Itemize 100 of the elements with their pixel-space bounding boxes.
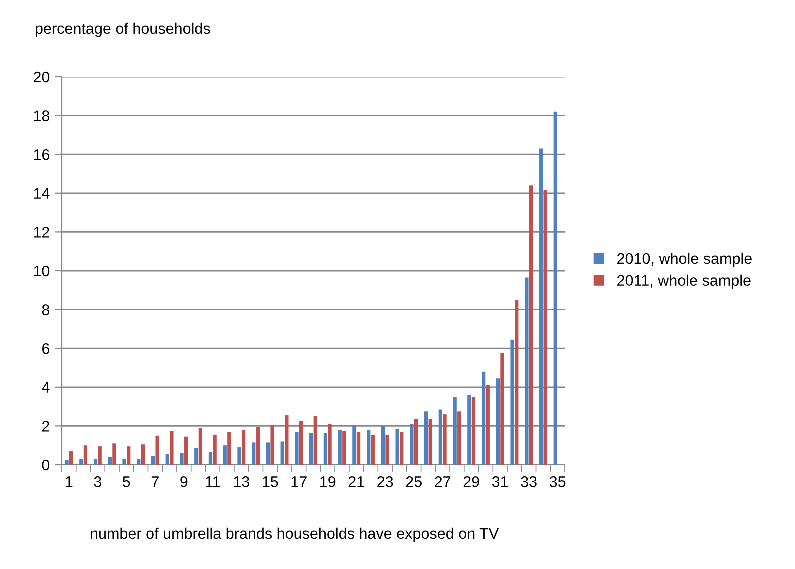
bar — [324, 432, 328, 465]
bar — [94, 459, 98, 465]
bar — [266, 442, 270, 465]
x-tick-label: 5 — [123, 476, 130, 488]
y-tick-label: 4 — [42, 382, 50, 393]
bar — [544, 190, 548, 465]
bar — [510, 340, 514, 465]
x-tick-label: 7 — [152, 476, 159, 488]
x-tick-label: 35 — [550, 476, 566, 488]
bar — [554, 112, 558, 465]
x-tick-label: 27 — [435, 476, 451, 488]
bar — [367, 430, 371, 465]
y-axis-title: percentage of households — [36, 22, 210, 38]
bar — [137, 459, 141, 465]
y-tick-label: 0 — [42, 460, 50, 471]
bar — [242, 430, 246, 465]
legend-label: 2011, whole sample — [618, 274, 751, 290]
bar — [151, 456, 156, 465]
x-tick-label: 17 — [292, 476, 307, 488]
y-tick-label: 14 — [34, 188, 50, 199]
bar — [228, 432, 232, 465]
bar — [443, 414, 447, 465]
x-tick-label: 9 — [180, 476, 188, 488]
y-tick-label: 12 — [34, 227, 50, 238]
bar — [108, 457, 112, 465]
x-tick-label: 31 — [492, 476, 508, 488]
bar — [122, 459, 126, 465]
bar — [70, 451, 74, 465]
bar — [141, 444, 146, 465]
x-tick-label: 29 — [464, 476, 480, 488]
bar — [371, 434, 375, 465]
bar — [482, 372, 486, 465]
x-tick-label: 33 — [521, 476, 537, 488]
bar — [65, 460, 69, 465]
bar — [223, 446, 227, 465]
y-tick-label: 20 — [34, 72, 50, 83]
bar — [126, 446, 131, 465]
x-axis-title: number of umbrella brands households have exposed on TV — [91, 528, 500, 542]
bar — [356, 432, 361, 465]
bar — [314, 416, 318, 465]
bar — [328, 424, 332, 465]
bar — [285, 416, 289, 465]
y-tick-label: 8 — [42, 304, 50, 316]
bar — [252, 442, 256, 465]
bar — [156, 436, 160, 465]
x-tick-label: 23 — [378, 476, 394, 488]
bar — [529, 186, 534, 465]
x-tick-label: 11 — [206, 476, 220, 488]
bar — [342, 431, 346, 465]
bar — [515, 300, 519, 465]
bar — [166, 454, 170, 465]
x-tick-label: 1 — [66, 476, 73, 488]
bar — [184, 436, 188, 465]
bar — [486, 385, 490, 465]
bar — [299, 421, 304, 465]
bar — [410, 424, 414, 465]
bar — [472, 397, 476, 465]
x-tick-label: 15 — [263, 476, 278, 488]
y-tick-label: 10 — [34, 266, 50, 277]
bar — [256, 427, 260, 465]
bar — [194, 448, 198, 465]
x-tick-label: 25 — [406, 476, 422, 488]
y-tick-label: 18 — [34, 110, 50, 122]
x-tick-label: 13 — [234, 476, 250, 488]
bar — [98, 446, 102, 465]
bar — [424, 412, 428, 465]
bar — [80, 459, 84, 465]
bar — [270, 425, 274, 465]
bar — [400, 432, 404, 465]
bar — [112, 444, 116, 465]
bar — [180, 453, 184, 465]
y-tick-label: 16 — [34, 149, 50, 160]
bar — [386, 434, 390, 465]
bar — [213, 434, 217, 465]
bar — [84, 446, 88, 465]
bar — [396, 429, 400, 465]
bar — [500, 353, 504, 465]
bar — [458, 412, 462, 465]
bar — [338, 430, 342, 465]
bar — [208, 452, 213, 465]
y-tick-label: 2 — [42, 421, 50, 432]
x-tick-label: 19 — [320, 476, 336, 488]
bar — [280, 442, 284, 465]
bar — [310, 432, 314, 465]
bar — [198, 428, 203, 465]
x-tick-label: 3 — [94, 476, 102, 488]
bar — [468, 395, 472, 465]
legend-label: 2010, whole sample — [618, 252, 752, 268]
bar — [539, 148, 544, 465]
bar — [428, 419, 432, 465]
bar — [438, 410, 443, 465]
bar — [525, 278, 529, 465]
bar — [170, 431, 174, 465]
bar — [238, 448, 242, 465]
bar — [295, 432, 299, 465]
y-tick-label: 6 — [42, 343, 50, 354]
bar — [352, 425, 356, 465]
bar — [496, 378, 500, 465]
bar — [453, 397, 457, 465]
x-tick-label: 21 — [348, 476, 364, 488]
